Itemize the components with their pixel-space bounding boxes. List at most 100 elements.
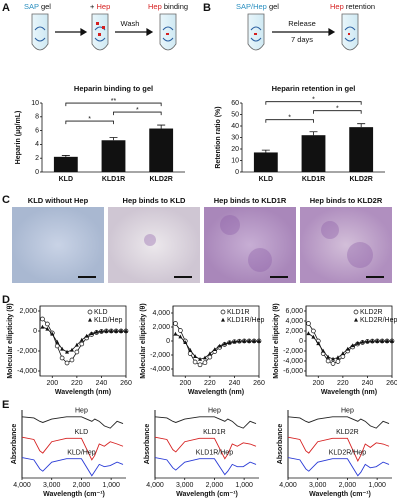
error-bar [157,124,166,129]
legend-marker [221,317,225,322]
marker [335,359,341,364]
x-tick-label: 3,000 [43,482,61,489]
marker [207,354,213,360]
label-part: Hep [148,2,162,11]
marker [311,328,316,334]
y-tick-label: 0 [166,338,170,345]
series-label: KLD [75,429,89,436]
arrows [55,27,336,37]
y-tick-label: -4,000 [150,366,170,373]
bar [101,140,126,172]
legend-marker [87,309,93,315]
series-label: KLD1R/Hep [196,450,233,457]
marker [99,329,104,333]
series-label: KLD1R [203,429,226,436]
marker [119,328,124,333]
x-tick-label: 200 [179,380,191,387]
marker [188,347,193,352]
x-axis-label: Wavelength (nm) [55,389,111,396]
y-tick-label: 0 [35,169,39,176]
marker [64,360,70,366]
y-tick-label: 2 [35,155,39,162]
marker [331,356,336,361]
series-line [21,416,124,429]
significance-bracket [265,119,314,123]
y-tick-label: 0 [299,338,303,345]
x-tick-label: 240 [229,380,241,387]
schematic-label: Hep retention [330,2,375,11]
tubes [31,13,359,51]
y-tick-label: 30 [231,134,239,141]
series-label: Hep [75,408,88,415]
marker [345,346,350,351]
x-tick-label: KLD1R [102,176,125,183]
marker [69,347,74,352]
schematic-label: SAP gel [24,2,51,11]
bar [53,156,78,172]
marker [212,347,217,351]
x-tick-label: 260 [253,380,265,387]
y-tick-label: 6,000 [285,308,303,315]
x-tick-label: 260 [386,380,397,387]
marker [252,338,257,343]
panel-label: D [2,294,10,306]
significance-label: * [312,97,315,104]
marker [65,349,70,354]
x-tick-label: 2,000 [73,482,91,489]
x-tick-label: 3,000 [309,482,327,489]
marker [360,339,365,344]
error-bar [61,155,70,157]
x-tick-label: 260 [120,380,132,387]
error-bar [261,149,270,153]
x-tick-label: 2,000 [206,482,224,489]
y-tick-label: 0 [33,328,37,335]
x-tick-label: 1,000 [235,482,253,489]
marker [50,331,55,336]
y-tick-label: 8 [35,114,39,121]
x-axis-label: Wavelength (cm⁻¹) [43,491,105,498]
x-tick-label: 220 [204,380,216,387]
marker [326,354,331,359]
label-part: + [90,2,95,11]
marker [79,337,84,342]
significance-bracket [113,111,162,116]
y-tick-label: 4,000 [285,318,303,325]
bar [149,128,174,172]
x-tick-label: 2,000 [339,482,357,489]
label-part: Hep [96,2,110,11]
label-part: retention [346,2,375,11]
schematic-label: 7 days [291,35,313,44]
marker [202,355,207,360]
significance-bracket [65,102,162,107]
x-tick-label: 4,000 [146,482,164,489]
y-axis-label: Molecular ellipticity (θ) [140,303,147,378]
label-part: binding [164,2,188,11]
y-tick-label: 2,000 [19,308,37,315]
marker [40,316,45,322]
y-axis-label: Absorbance [11,424,18,465]
bar [253,152,278,172]
bar [349,127,374,172]
x-tick-label: KLD [59,176,73,183]
x-tick-label: 220 [337,380,349,387]
marker [375,338,380,343]
schematic-label: Hep binding [148,2,188,11]
x-axis-label: Wavelength (nm) [321,389,377,396]
series-line [21,436,124,461]
marker [55,339,60,344]
error-bar [109,137,118,141]
heparin [96,22,350,36]
x-tick-label: 240 [96,380,108,387]
y-axis-label: Heparin (μg/mL) [15,111,22,165]
fibers [34,26,356,42]
marker [193,354,198,358]
legend-marker [354,317,358,322]
y-axis-label: Molecular ellipticity (θ) [273,303,280,378]
y-tick-label: 20 [231,146,239,153]
x-tick-label: KLD [259,176,273,183]
x-axis-label: Wavelength (cm⁻¹) [176,491,238,498]
y-axis-label: Retention ratio (%) [215,106,222,168]
y-tick-label: 6 [35,127,39,134]
marker [316,341,321,346]
schematic-label: Release [288,19,316,28]
